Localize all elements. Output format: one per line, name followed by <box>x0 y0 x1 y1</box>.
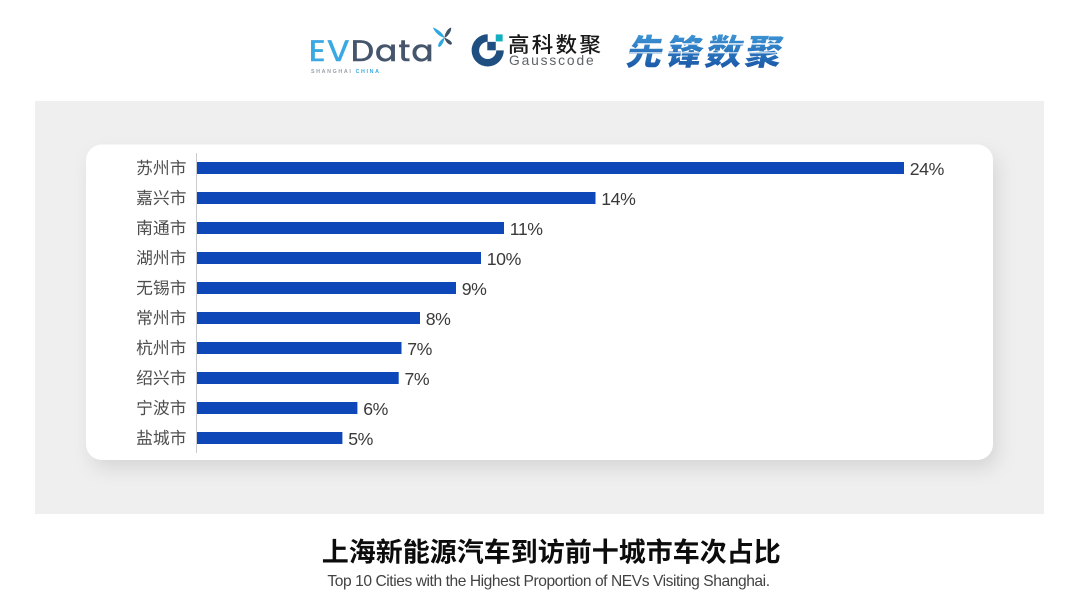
svg-text:5%: 5% <box>348 429 373 449</box>
svg-text:11%: 11% <box>510 219 543 239</box>
svg-text:14%: 14% <box>601 189 636 209</box>
svg-text:24%: 24% <box>910 159 945 179</box>
svg-text:10%: 10% <box>487 249 522 269</box>
svg-text:8%: 8% <box>426 309 451 329</box>
svg-text:9%: 9% <box>462 279 487 299</box>
svg-text:Top 10 Cities with the Highest: Top 10 Cities with the Highest Proportio… <box>327 573 769 590</box>
svg-text:7%: 7% <box>405 369 430 389</box>
svg-text:SHANGHAI CHINA: SHANGHAI CHINA <box>311 69 381 75</box>
svg-text:7%: 7% <box>407 339 432 359</box>
svg-text:6%: 6% <box>363 399 388 419</box>
svg-text:Gausscode: Gausscode <box>509 53 596 68</box>
